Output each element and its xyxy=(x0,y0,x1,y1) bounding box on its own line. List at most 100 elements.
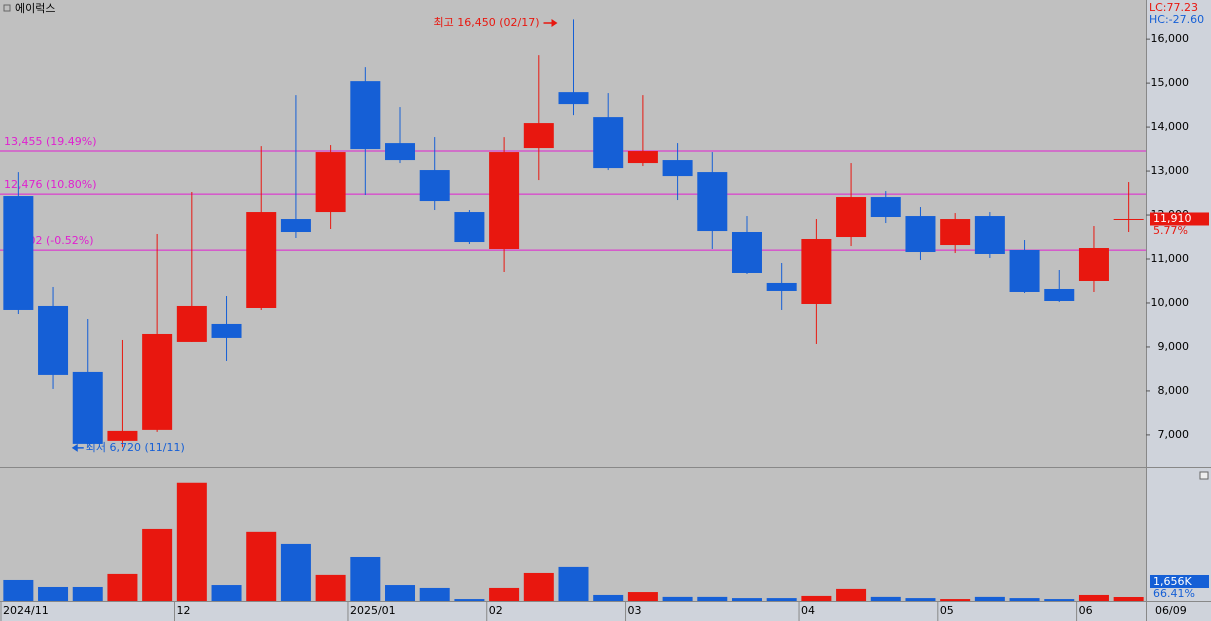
current-price: 11,910 xyxy=(1153,212,1192,225)
date-label: 06/09 xyxy=(1155,604,1187,617)
candle-body xyxy=(766,282,797,291)
volume-bar xyxy=(72,586,103,601)
x-tick-label: 06 xyxy=(1079,604,1093,617)
volume-bar xyxy=(940,599,971,601)
candle-body xyxy=(627,151,658,164)
candle-body xyxy=(489,152,520,250)
volume-last: 1,656K xyxy=(1153,575,1192,588)
candle-body xyxy=(419,170,450,202)
candle-body xyxy=(801,238,832,304)
y-tick-label: 16,000 xyxy=(1151,32,1190,45)
volume-bar xyxy=(1009,598,1040,601)
candle-body xyxy=(1009,249,1040,292)
volume-bar xyxy=(419,587,450,601)
ref-label: 12,476 (10.80%) xyxy=(4,178,97,191)
y-tick-label: 8,000 xyxy=(1158,384,1190,397)
volume-bar xyxy=(3,579,34,601)
candle-body xyxy=(350,81,381,150)
volume-bar xyxy=(627,592,658,601)
x-tick-label: 03 xyxy=(628,604,642,617)
candle-body xyxy=(142,333,173,430)
volume-ratio: 66.41% xyxy=(1153,587,1195,600)
candle-body xyxy=(974,216,1005,254)
volume-bar xyxy=(385,585,416,601)
volume-bar xyxy=(1044,599,1075,601)
candle-body xyxy=(836,197,867,238)
x-tick-label: 2025/01 xyxy=(350,604,396,617)
candle-body xyxy=(211,323,242,338)
volume-bar xyxy=(246,531,277,601)
candle-body xyxy=(454,212,485,243)
hc-indicator: HC:-27.60 xyxy=(1149,13,1204,26)
chart-title: 에이럭스 xyxy=(15,2,55,15)
candle-body xyxy=(558,92,589,105)
candle-body xyxy=(246,212,277,308)
x-tick-label: 02 xyxy=(489,604,503,617)
volume-bar xyxy=(107,573,138,601)
candle-body xyxy=(870,197,901,218)
volume-bar xyxy=(974,596,1005,601)
x-tick-label: 04 xyxy=(801,604,815,617)
candle-body xyxy=(1044,288,1075,301)
y-tick-label: 10,000 xyxy=(1151,296,1190,309)
volume-bar xyxy=(766,598,797,601)
volume-bar xyxy=(731,598,762,601)
volume-bar xyxy=(801,595,832,601)
candle-body xyxy=(107,430,138,441)
low-annotation: 최저 6,720 (11/11) xyxy=(86,441,185,454)
volume-bar xyxy=(523,572,554,601)
current-change: 5.77% xyxy=(1153,224,1188,237)
volume-bar xyxy=(1078,594,1109,601)
candle-body xyxy=(1078,248,1109,281)
volume-bar xyxy=(142,528,173,601)
low-arrowhead xyxy=(71,443,78,452)
candle-body xyxy=(731,232,762,273)
volume-bar xyxy=(593,594,624,601)
candle-body xyxy=(385,143,416,161)
candle-body xyxy=(315,152,346,213)
y-tick-label: 14,000 xyxy=(1151,120,1190,133)
current-price-box xyxy=(1150,212,1209,226)
y-tick-label: 11,000 xyxy=(1151,252,1190,265)
volume-bar xyxy=(697,596,728,601)
volume-bar xyxy=(1113,596,1144,601)
lc-indicator: LC:77.23 xyxy=(1149,1,1198,14)
x-tick-label: 2024/11 xyxy=(3,604,49,617)
volume-bar xyxy=(662,596,693,601)
volume-bar xyxy=(905,598,936,601)
title-icon[interactable] xyxy=(3,4,11,12)
close-button[interactable] xyxy=(1199,471,1209,480)
candle-body xyxy=(38,305,69,375)
candle-body xyxy=(280,219,311,233)
volume-bar xyxy=(280,543,311,601)
x-tick-label: 12 xyxy=(176,604,190,617)
volume-bar xyxy=(350,556,381,601)
ref-label: 13,455 (19.49%) xyxy=(4,135,97,148)
volume-bar xyxy=(836,588,867,601)
candle-body xyxy=(662,160,693,177)
y-tick-label: 7,000 xyxy=(1158,428,1190,441)
high-annotation: 최고 16,450 (02/17) xyxy=(433,16,539,29)
high-arrowhead xyxy=(551,19,558,27)
candle-body xyxy=(593,117,624,169)
candle-body xyxy=(3,196,34,310)
volume-bar xyxy=(211,585,242,601)
y-tick-label: 13,000 xyxy=(1151,164,1190,177)
candle-body xyxy=(1113,218,1144,220)
volume-box xyxy=(1150,575,1209,588)
volume-bar xyxy=(315,574,346,601)
volume-bar xyxy=(176,482,207,601)
candle-body xyxy=(697,172,728,232)
volume-bar xyxy=(454,599,485,601)
candle-body xyxy=(940,219,971,246)
candle-body xyxy=(523,123,554,149)
right-axis-panel xyxy=(1146,0,1211,621)
candle-body xyxy=(72,371,103,444)
volume-bar xyxy=(489,587,520,601)
candle-body xyxy=(176,305,207,342)
x-tick-label: 05 xyxy=(940,604,954,617)
y-tick-label: 9,000 xyxy=(1158,340,1190,353)
volume-bar xyxy=(38,586,69,601)
volume-bar xyxy=(870,596,901,601)
